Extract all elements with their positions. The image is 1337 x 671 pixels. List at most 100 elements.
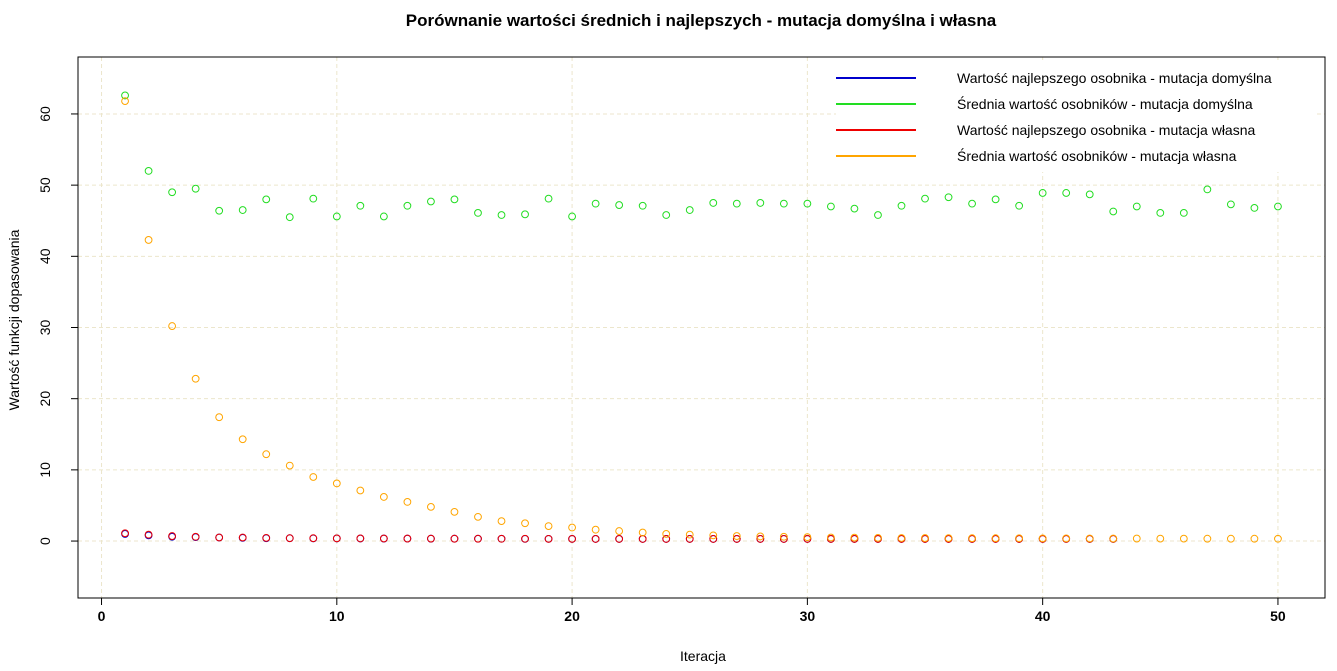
data-point — [474, 208, 482, 217]
data-point — [591, 525, 600, 534]
data-point — [215, 206, 224, 215]
data-point — [685, 530, 694, 539]
data-point — [1085, 190, 1094, 199]
data-point — [1156, 534, 1165, 543]
data-point — [1274, 202, 1282, 211]
data-point — [568, 523, 576, 532]
grid — [78, 57, 1325, 598]
data-point — [897, 201, 906, 210]
data-point — [215, 533, 224, 542]
data-point — [544, 534, 553, 543]
x-tick-label: 10 — [329, 608, 345, 624]
data-point — [309, 194, 318, 203]
data-point — [121, 91, 129, 100]
data-point — [662, 211, 671, 219]
data-point — [662, 530, 671, 538]
data-point — [168, 188, 177, 197]
data-point — [615, 535, 624, 543]
data-point — [332, 534, 341, 543]
data-point — [168, 532, 177, 540]
data-point — [1250, 534, 1259, 543]
data-point — [756, 532, 765, 541]
data-point — [379, 534, 388, 543]
data-point — [827, 202, 835, 211]
data-point — [1015, 201, 1024, 210]
data-point — [544, 194, 553, 203]
data-point — [262, 533, 271, 542]
data-point — [191, 374, 200, 383]
data-point — [709, 535, 718, 543]
data-point — [827, 533, 835, 542]
data-point — [285, 534, 294, 543]
x-tick-label: 20 — [564, 608, 580, 624]
data-point — [1038, 534, 1047, 543]
data-point — [121, 97, 129, 106]
data-point — [262, 450, 271, 459]
legend-label: Wartość najlepszego osobnika - mutacja d… — [957, 70, 1272, 86]
data-point — [403, 534, 412, 543]
data-point — [450, 534, 459, 543]
data-point — [262, 195, 271, 204]
data-point — [379, 212, 388, 221]
data-point — [803, 199, 812, 208]
data-point — [379, 493, 388, 501]
data-point — [1132, 534, 1141, 543]
y-axis-label: Wartość funkcji dopasowania — [6, 229, 22, 410]
data-point — [779, 199, 788, 208]
x-tick-label: 40 — [1035, 608, 1051, 624]
legend-label: Średnia wartość osobników - mutacja domy… — [957, 95, 1253, 112]
data-point — [497, 534, 506, 543]
data-point — [568, 534, 576, 543]
series-4 — [121, 97, 1282, 543]
data-point — [1038, 189, 1047, 197]
data-point — [1226, 534, 1235, 543]
legend-label: Średnia wartość osobników - mutacja włas… — [957, 147, 1237, 164]
data-point — [850, 533, 859, 542]
data-point — [1132, 202, 1141, 211]
data-point — [309, 473, 318, 481]
data-point — [709, 199, 718, 207]
data-point — [309, 534, 318, 543]
data-point — [638, 201, 647, 210]
data-point — [450, 195, 459, 204]
data-point — [944, 193, 953, 202]
x-tick-label: 30 — [800, 608, 816, 624]
data-point — [874, 533, 882, 542]
data-point — [144, 166, 153, 175]
data-point — [968, 534, 976, 543]
x-tick-label: 50 — [1270, 608, 1286, 624]
series-3 — [121, 529, 1118, 543]
data-point — [238, 435, 247, 444]
data-point — [874, 211, 882, 219]
data-point — [356, 201, 365, 210]
data-point — [450, 507, 459, 516]
data-point — [968, 199, 976, 208]
data-point — [732, 535, 741, 543]
data-point — [991, 534, 1000, 543]
data-point — [285, 461, 294, 470]
x-axis: 0 10 20 30 40 50 — [98, 598, 1286, 624]
y-axis: 0 10 20 30 40 50 60 — [37, 106, 78, 545]
data-point — [427, 534, 435, 543]
data-point — [427, 502, 435, 511]
legend: Wartość najlepszego osobnika - mutacja d… — [836, 60, 1316, 172]
data-point — [732, 532, 741, 540]
data-point — [1226, 200, 1235, 209]
data-point — [521, 210, 529, 219]
data-point — [568, 212, 576, 221]
data-point — [1179, 208, 1188, 217]
data-point — [591, 535, 600, 543]
data-point — [779, 532, 788, 541]
data-point — [332, 479, 341, 488]
data-point — [285, 213, 294, 222]
data-point — [144, 530, 153, 539]
chart-title: Porównanie wartości średnich i najlepszy… — [406, 11, 997, 30]
data-point — [779, 535, 788, 543]
data-point — [756, 199, 765, 207]
data-point — [474, 512, 482, 521]
y-tick-label: 60 — [37, 106, 53, 122]
data-point — [1109, 534, 1118, 543]
legend-label: Wartość najlepszego osobnika - mutacja w… — [957, 122, 1256, 138]
data-point — [921, 194, 929, 203]
data-point — [427, 197, 435, 206]
